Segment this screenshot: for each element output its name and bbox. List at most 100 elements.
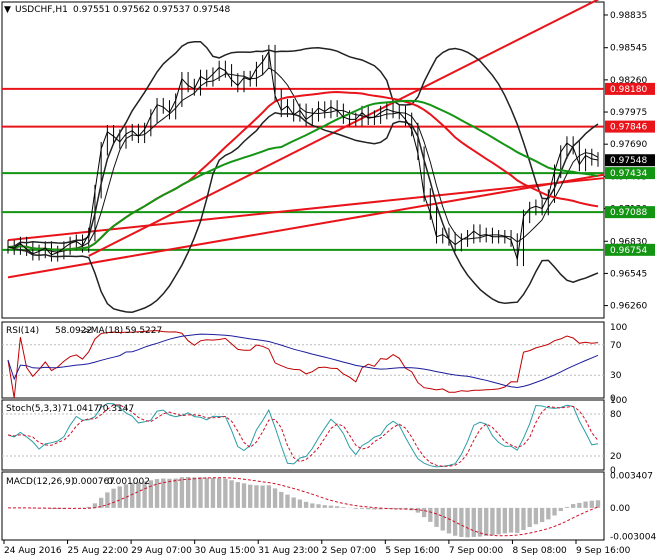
- price-tick-label: 0.97975: [610, 108, 647, 118]
- macd-hist-bar: [235, 482, 240, 508]
- macd-hist-bar: [117, 486, 122, 508]
- macd-hist-bar: [390, 507, 396, 509]
- ma-green: [7, 99, 599, 251]
- macd-hist-bar: [179, 477, 185, 508]
- price-tick-label: 0.97690: [610, 140, 647, 150]
- time-tick-label: 31 Aug 23:00: [258, 546, 319, 556]
- macd-hist-bar: [341, 507, 346, 508]
- level-label: 0.98180: [610, 85, 647, 95]
- macd-hist-bar: [167, 478, 172, 508]
- macd-hist-bar: [397, 507, 402, 509]
- macd-hist-bar: [136, 482, 141, 508]
- macd-hist-bar: [533, 507, 539, 525]
- level-label-box: [605, 82, 655, 95]
- price-line: [7, 50, 599, 260]
- rsi-plot: [7, 330, 599, 399]
- macd-hist-bar: [198, 477, 203, 508]
- macd-hist-bar: [415, 507, 421, 513]
- macd-hist-bar: [353, 507, 358, 509]
- macd-hist-bar: [161, 478, 166, 508]
- rsi-max-label: 100: [610, 323, 627, 333]
- macd-tick-label: 0.003407: [610, 472, 653, 482]
- macd-hist-bar: [49, 507, 54, 509]
- macd-hist-bar: [558, 507, 563, 512]
- stoch-value: 71.0417: [62, 404, 99, 414]
- macd-hist-bar: [130, 482, 135, 508]
- macd-hist-bar: [570, 504, 576, 508]
- time-tick-label: 29 Aug 07:00: [131, 546, 192, 556]
- panel-frame-stoch: [1, 399, 605, 471]
- macd-hist-bar: [303, 501, 309, 508]
- macd-hist-bar: [223, 478, 228, 508]
- price-tick-label: 0.96830: [610, 237, 647, 247]
- symbol-header: USDCHF,H1: [15, 5, 68, 15]
- panel-frame-main: [1, 1, 605, 319]
- macd-hist-bar: [595, 500, 601, 508]
- macd-hist-bar: [446, 507, 452, 534]
- macd-hist-bar: [496, 507, 501, 535]
- macd-hist-bar: [204, 477, 209, 508]
- macd-hist-bar: [272, 488, 278, 508]
- trendline: [7, 173, 605, 279]
- macd-hist-bar: [111, 488, 116, 508]
- macd-hist-bar: [210, 478, 216, 508]
- macd-hist-bar: [310, 503, 315, 508]
- macd-value: 0.000767: [72, 477, 115, 487]
- current-price-box: [605, 154, 655, 167]
- panel-frame-macd: [1, 471, 605, 541]
- macd-hist-bar: [539, 507, 545, 523]
- level-label-box: [605, 206, 655, 219]
- level-label: 0.97088: [610, 208, 647, 218]
- stoch-level-label: 100: [610, 396, 627, 406]
- rsi-value: 58.0922: [55, 326, 92, 336]
- macd-hist-bar: [552, 507, 557, 516]
- macd-hist-bar: [98, 497, 104, 508]
- macd-hist-bar: [428, 507, 433, 522]
- level-label-box: [605, 243, 655, 256]
- macd-hist-bar: [502, 507, 508, 534]
- macd-hist-bar: [359, 507, 365, 509]
- macd-hist-bar: [421, 507, 427, 518]
- stoch-name: Stoch(5,3,3): [6, 404, 61, 414]
- panel-frames: [1, 1, 605, 541]
- macd-hist-bar: [527, 507, 532, 528]
- time-tick-label: 7 Sep 00:00: [449, 546, 504, 556]
- rsi-level-label: 70: [610, 341, 622, 351]
- macd-plot: [8, 477, 601, 538]
- macd-hist-bar: [254, 485, 259, 508]
- bollinger-upper: [7, 40, 599, 248]
- ohlc-low: 0.97537: [153, 5, 190, 15]
- rsi-name: RSI(14): [6, 326, 39, 336]
- macd-hist-bar: [173, 478, 178, 508]
- time-tick-label: 30 Aug 15:00: [195, 546, 256, 556]
- macd-hist-bar: [577, 502, 582, 508]
- macd-hist-bar: [583, 501, 588, 508]
- ohlc-high: 0.97562: [113, 5, 150, 15]
- macd-hist-bar: [266, 485, 272, 508]
- macd-hist-bar: [291, 497, 296, 508]
- macd-hist-bar: [465, 507, 470, 538]
- macd-hist-bar: [366, 507, 371, 510]
- macd-hist-bar: [521, 507, 526, 531]
- macd-hist-bar: [564, 506, 570, 508]
- macd-tick-label: -0.003004: [610, 532, 656, 542]
- macd-hist-bar: [55, 507, 60, 509]
- panel-frame-rsi: [1, 321, 605, 399]
- macd-hist-bar: [241, 483, 247, 508]
- overlay-labels: 0.98180 0.97846 0.97434 0.97088 0.96754 0.975…: [605, 82, 655, 256]
- symbol-dropdown-icon[interactable]: ▼: [4, 5, 11, 15]
- macd-hist-bar: [589, 500, 594, 508]
- rsi-level-label: 30: [610, 371, 622, 381]
- macd-signal-line: [8, 477, 599, 537]
- ohlc-close: 0.97548: [193, 5, 230, 15]
- macd-hist-bar: [154, 479, 160, 508]
- price-plot: [2, 0, 605, 313]
- current-price-label: 0.97548: [610, 156, 647, 166]
- macd-signal: 0.001002: [107, 477, 150, 487]
- stoch-main-line: [7, 402, 599, 468]
- macd-hist-bar: [459, 507, 464, 537]
- level-label-box: [605, 167, 655, 180]
- macd-hist-bar: [229, 480, 234, 508]
- macd-hist-bar: [86, 506, 91, 508]
